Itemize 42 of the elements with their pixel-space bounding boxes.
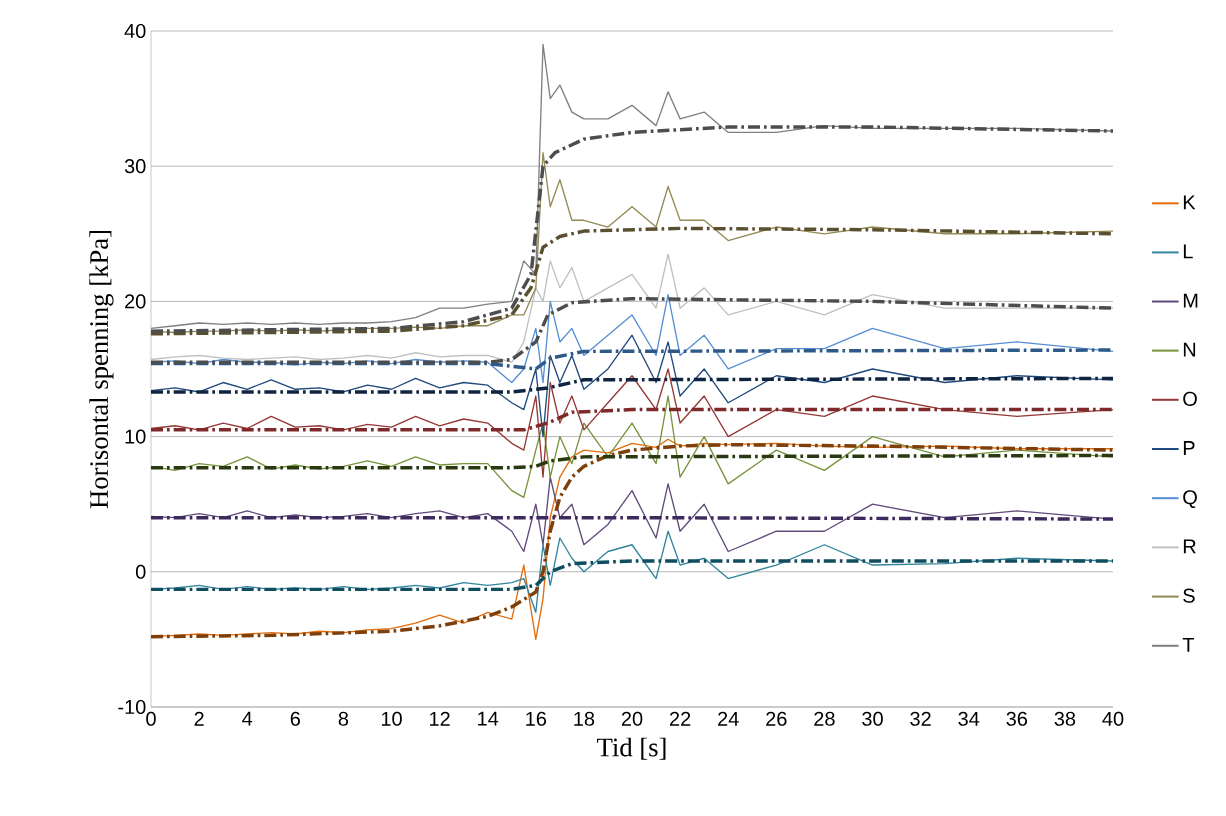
line-series [149,407,1115,432]
x-tick-label: 2 [194,711,204,726]
x-tick-label: 4 [242,711,253,726]
x-tick-label: 20 [621,711,643,726]
x-tick-label: 36 [1006,711,1028,726]
x-tick-label: 22 [669,711,691,726]
legend-label: T [1182,637,1195,652]
legend-label: S [1183,588,1195,603]
x-tick-label: 38 [1054,711,1076,726]
legend-label: O [1183,391,1197,406]
x-tick-label: 32 [910,711,931,726]
x-tick-label: 28 [814,711,835,726]
x-axis-title: Tid [s] [597,737,666,760]
x-tick-label: 10 [381,711,402,726]
x-tick-label: 8 [338,711,349,726]
legend-label: L [1183,244,1193,259]
x-tick-label: 14 [478,711,499,726]
legend-label: K [1183,195,1196,210]
y-tick-label: 40 [124,23,146,39]
x-tick-label: 26 [766,711,787,726]
legend-label: R [1183,539,1196,554]
legend-label: M [1183,293,1198,308]
x-tick-label: 30 [862,711,883,726]
x-tick-label: 0 [146,711,156,726]
x-tick-label: 40 [1102,711,1124,726]
y-tick-label: 30 [124,159,146,174]
x-tick-label: 12 [430,711,450,726]
x-tick-label: 34 [958,711,980,726]
line-series [149,453,1115,470]
x-tick-label: 18 [574,711,595,726]
legend-label: N [1183,342,1196,357]
y-tick-label: 20 [125,294,146,309]
y-tick-label: 0 [135,564,146,579]
legend-label: Q [1183,490,1197,508]
y-axis-title: Horisontal spenning [kPa] [89,231,114,509]
y-tick-label: 10 [125,429,146,444]
y-tick-label: -10 [118,699,146,715]
line-series [149,376,1115,394]
x-tick-label: 24 [718,711,739,726]
x-tick-label: 6 [290,711,300,726]
x-tick-label: 16 [526,711,547,726]
legend-label: P [1183,441,1195,455]
